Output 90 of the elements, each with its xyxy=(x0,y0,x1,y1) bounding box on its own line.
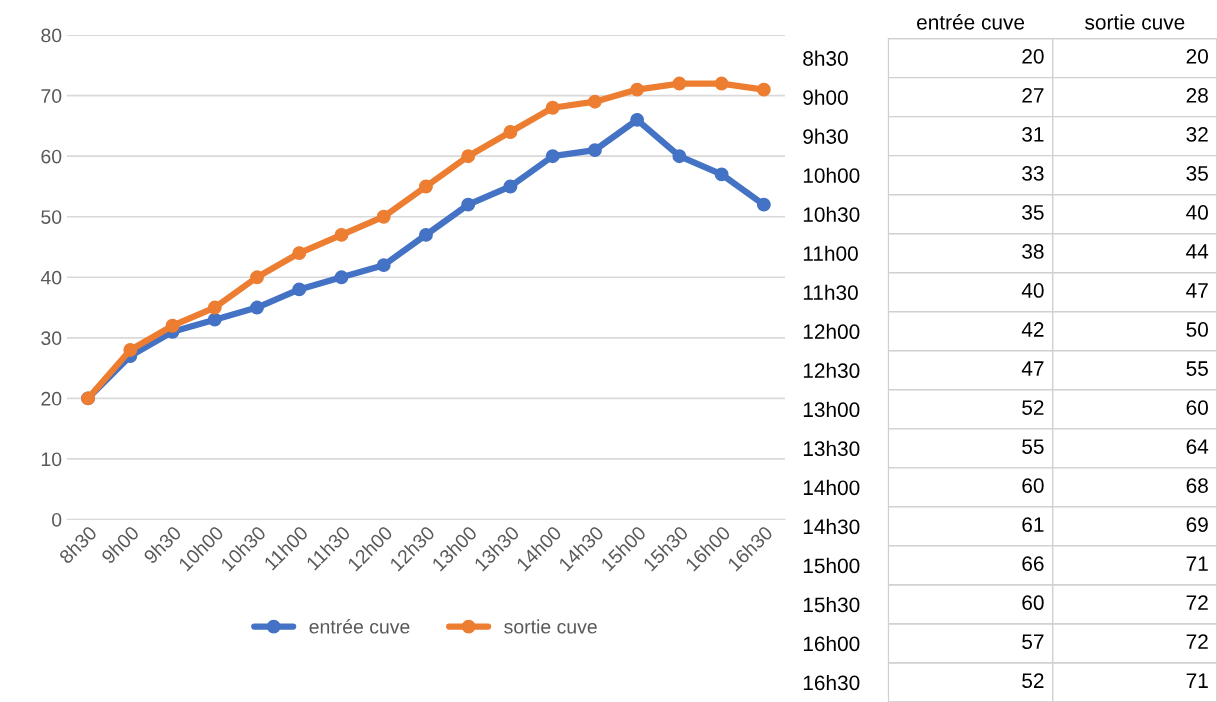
data-label: 35 xyxy=(1186,166,1208,181)
y-tick-label: 16h30 xyxy=(803,674,860,691)
data-label: 42 xyxy=(1021,322,1044,337)
point xyxy=(461,197,476,212)
data-label: 66 xyxy=(1022,556,1044,572)
data-label: 71 xyxy=(1186,556,1208,571)
point xyxy=(630,112,645,127)
y-tick-label: 0 xyxy=(52,512,62,527)
data-label: 35 xyxy=(1022,205,1044,220)
data-label: 40 xyxy=(1186,205,1208,220)
y-tick-label: 40 xyxy=(40,270,62,285)
point xyxy=(587,143,602,158)
data-label: 40 xyxy=(1021,283,1044,298)
data-label: 52 xyxy=(1022,400,1044,415)
data-label: 60 xyxy=(1022,595,1044,611)
point xyxy=(672,149,687,164)
point xyxy=(756,82,771,97)
point xyxy=(545,149,560,164)
point xyxy=(292,282,307,297)
point xyxy=(419,227,433,242)
y-tick-label: 50 xyxy=(41,210,62,224)
point xyxy=(376,258,391,273)
data-label: 57 xyxy=(1022,634,1044,650)
legend-label: entrée cuve xyxy=(309,619,410,634)
y-tick-label: 70 xyxy=(41,89,62,103)
point xyxy=(292,246,307,261)
y-tick-label: 8h30 xyxy=(803,50,848,66)
point xyxy=(714,167,729,182)
data-label: 55 xyxy=(1022,439,1044,454)
y-tick-label: 10h30 xyxy=(803,206,860,222)
y-tick-label: 12h30 xyxy=(803,362,860,379)
point xyxy=(545,100,560,115)
y-tick-label: 11h30 xyxy=(803,284,858,301)
point xyxy=(503,125,518,139)
point xyxy=(207,312,222,327)
data-label: 27 xyxy=(1022,87,1044,103)
point xyxy=(587,94,602,109)
point xyxy=(376,209,391,224)
data-label: 60 xyxy=(1186,400,1208,415)
data-label: 68 xyxy=(1186,478,1208,493)
point xyxy=(630,82,645,97)
data-label: 52 xyxy=(1022,673,1044,689)
data-label: 72 xyxy=(1186,634,1208,649)
data-label: 47 xyxy=(1186,283,1208,298)
y-tick-label: 80 xyxy=(41,28,62,43)
data-label: 64 xyxy=(1186,439,1209,454)
y-tick-label: 30 xyxy=(41,331,62,346)
point xyxy=(461,149,476,164)
data-label: 20 xyxy=(1186,48,1208,64)
y-tick-label: 10h00 xyxy=(803,167,860,183)
y-tick-label: 15h30 xyxy=(803,596,860,613)
point xyxy=(123,343,138,357)
point xyxy=(503,179,518,194)
y-tick-label: 11h00 xyxy=(803,245,858,261)
point xyxy=(334,270,349,285)
data-label: 55 xyxy=(1186,361,1208,376)
y-tick-label: 14h00 xyxy=(803,479,860,496)
data-label: 31 xyxy=(1022,127,1044,142)
data-label: 69 xyxy=(1186,517,1208,532)
data-label: 32 xyxy=(1186,127,1208,142)
y-tick-label: 13h30 xyxy=(803,440,860,457)
data-label: 60 xyxy=(1022,478,1044,493)
point xyxy=(672,76,687,91)
y-tick-label: 60 xyxy=(41,149,62,164)
y-tick-label: 10 xyxy=(41,452,62,467)
point xyxy=(419,179,433,194)
data-label: 47 xyxy=(1021,361,1044,376)
data-label: 20 xyxy=(1022,48,1044,64)
y-tick-label: 13h00 xyxy=(803,401,860,418)
data-label: 50 xyxy=(1186,322,1208,337)
y-tick-label: 9h30 xyxy=(803,128,848,144)
y-tick-label: 16h00 xyxy=(803,635,860,652)
point xyxy=(756,197,771,212)
point xyxy=(250,300,264,315)
y-tick-label: 20 xyxy=(41,391,62,406)
data-label: 44 xyxy=(1186,244,1209,259)
y-tick-label: 12h00 xyxy=(803,323,860,340)
point xyxy=(207,300,222,315)
data-label: 72 xyxy=(1186,595,1208,610)
point xyxy=(165,318,180,333)
y-tick-label: 9h00 xyxy=(803,89,848,105)
data-label: 28 xyxy=(1186,87,1208,103)
legend-label: sortie cuve xyxy=(504,619,597,634)
data-label: 71 xyxy=(1186,673,1208,688)
point xyxy=(714,76,729,91)
data-label: 38 xyxy=(1022,244,1044,259)
point xyxy=(334,227,349,242)
point xyxy=(250,270,264,285)
data-label: 33 xyxy=(1022,166,1044,181)
data-label: 61 xyxy=(1022,517,1044,532)
